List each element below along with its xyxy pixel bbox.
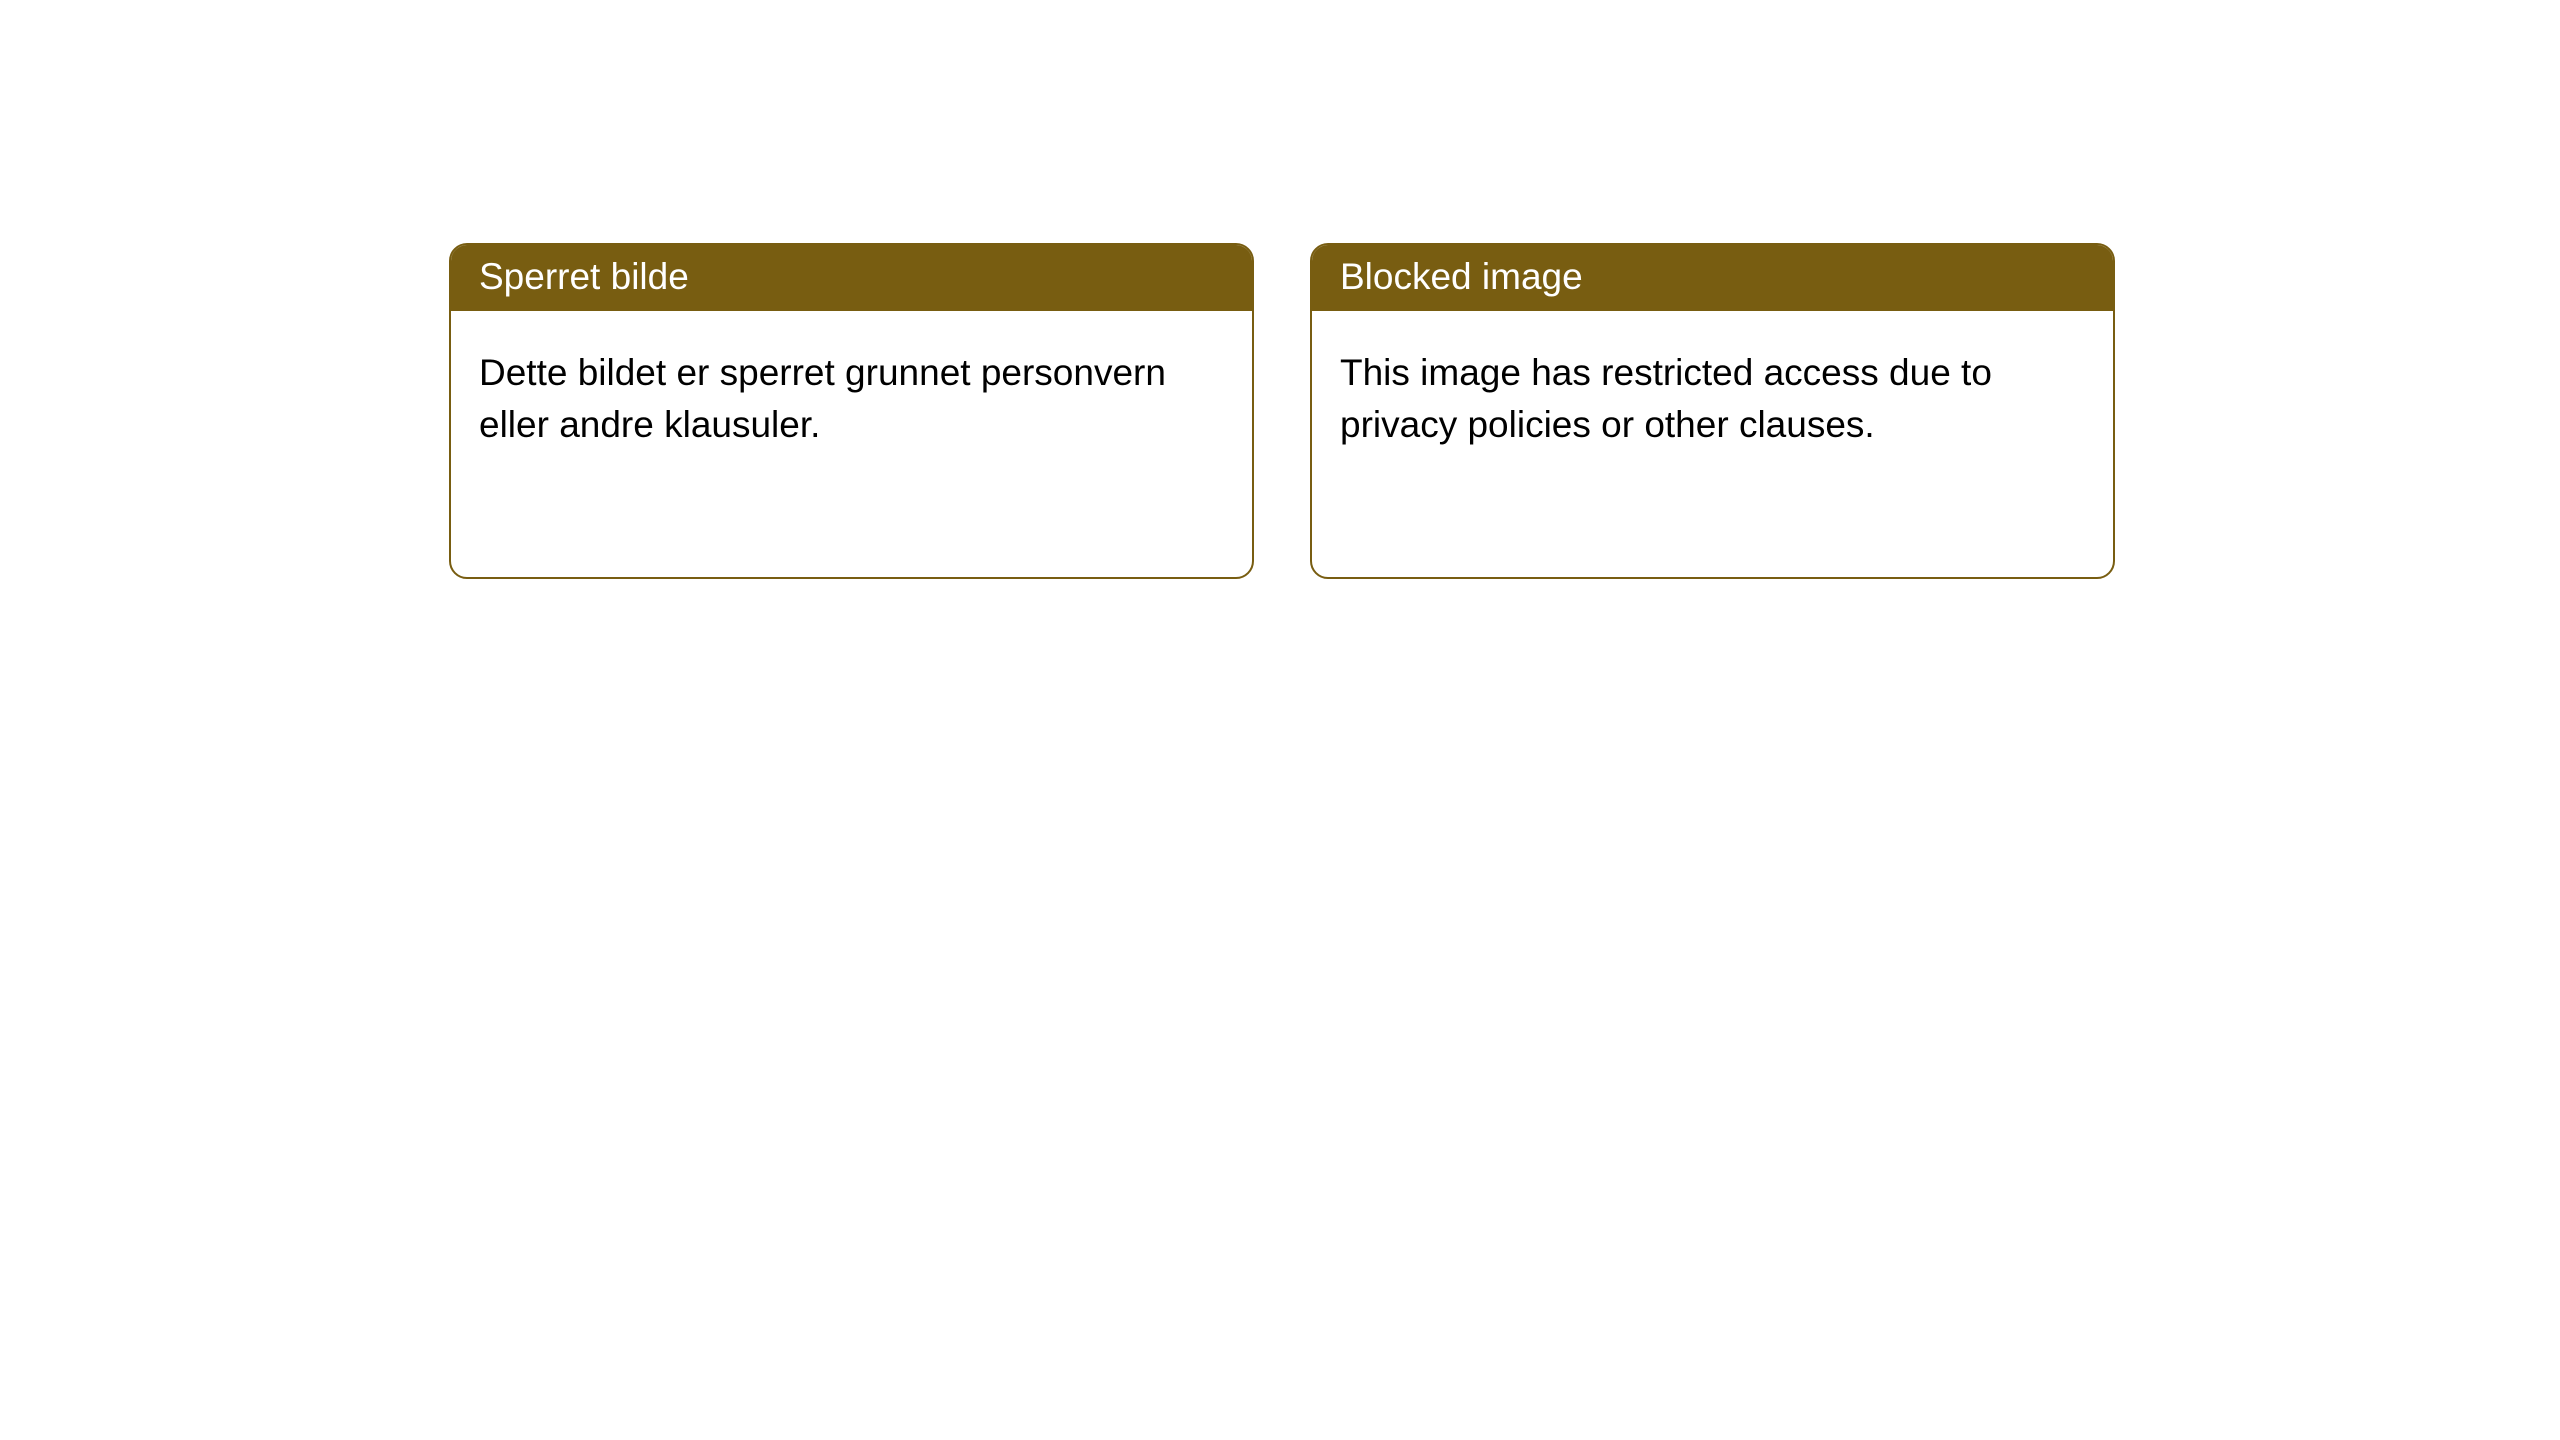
blocked-image-card-no: Sperret bilde Dette bildet er sperret gr…: [449, 243, 1254, 579]
card-title-en: Blocked image: [1340, 256, 1583, 297]
card-body-no: Dette bildet er sperret grunnet personve…: [451, 311, 1252, 487]
card-header-en: Blocked image: [1312, 245, 2113, 311]
card-container: Sperret bilde Dette bildet er sperret gr…: [0, 0, 2560, 579]
card-body-text-en: This image has restricted access due to …: [1340, 352, 1992, 445]
card-body-text-no: Dette bildet er sperret grunnet personve…: [479, 352, 1166, 445]
card-header-no: Sperret bilde: [451, 245, 1252, 311]
blocked-image-card-en: Blocked image This image has restricted …: [1310, 243, 2115, 579]
card-body-en: This image has restricted access due to …: [1312, 311, 2113, 487]
card-title-no: Sperret bilde: [479, 256, 689, 297]
